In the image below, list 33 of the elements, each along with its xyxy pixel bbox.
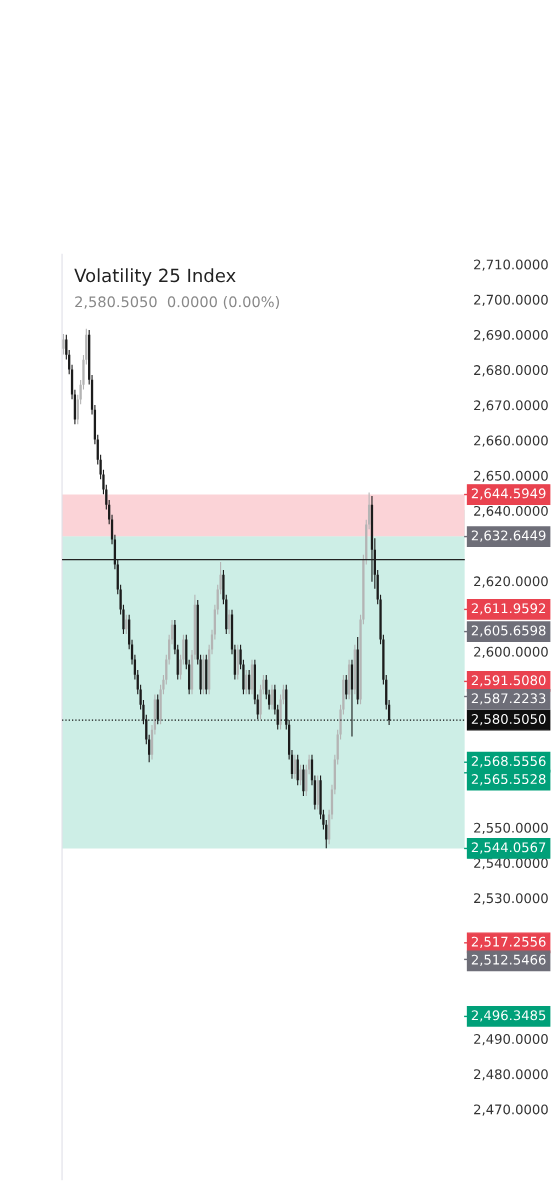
ref-line-label: 2,591.5080: [471, 675, 546, 687]
y-tick-label: 2,710.0000: [474, 259, 548, 271]
candlestick: [299, 764, 302, 786]
y-tick-label: 2,680.0000: [474, 365, 548, 377]
y-tick-label: 2,620.0000: [474, 576, 548, 588]
text: Volatility 25 Index: [74, 268, 236, 286]
y-tick-label: 2,700.0000: [474, 294, 548, 307]
y-tick-label: 2,480.0000: [474, 1069, 548, 1081]
y-tick-label: 2,640.0000: [474, 505, 548, 518]
ref-line-label: 2,517.2556: [471, 936, 546, 948]
ref-line-label: 2,611.9592: [471, 603, 546, 615]
y-tick-label: 2,600.0000: [474, 646, 548, 659]
ref-line-label: 2,496.3485: [471, 1010, 546, 1022]
y-tick-label: 2,670.0000: [474, 400, 548, 412]
ref-line-label: 2,512.5466: [471, 954, 546, 966]
ref-line-label: 2,644.5949: [471, 488, 546, 500]
y-tick-label: 2,470.0000: [474, 1104, 548, 1116]
y-tick-label: 2,650.0000: [474, 470, 548, 483]
y-tick-label: 2,660.0000: [474, 435, 548, 447]
ref-line-label: 2,632.6449: [471, 530, 546, 542]
ref-line-label: 2,587.2233: [471, 693, 546, 705]
candlestick: [302, 764, 305, 797]
y-tick-label: 2,490.0000: [474, 1034, 548, 1046]
ref-line-label: 2,568.5556: [471, 756, 546, 768]
ref-line-label: 2,544.0567: [471, 842, 546, 854]
y-tick-label: 2,690.0000: [474, 329, 548, 342]
y-tick-label: 2,530.0000: [474, 893, 548, 905]
ref-line-label: 2,580.5050: [471, 714, 546, 726]
y-tick-label: 2,540.0000: [474, 857, 548, 870]
ref-line-label: 2,605.6598: [471, 625, 546, 637]
text: 2,580.5050 0.0000 (0.00%): [75, 296, 280, 310]
ref-line-label: 2,565.5528: [471, 774, 546, 786]
y-tick-label: 2,550.0000: [474, 822, 548, 835]
